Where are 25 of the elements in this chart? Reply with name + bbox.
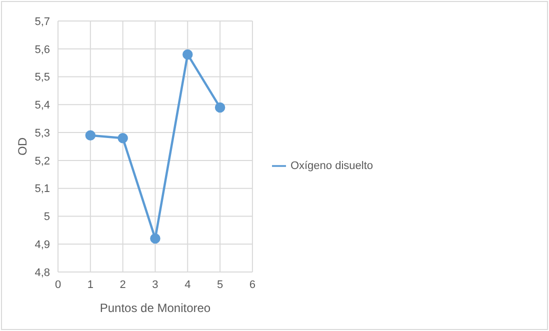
point — [214, 102, 226, 113]
point — [118, 133, 128, 144]
x-tick-label: 4 — [184, 278, 191, 291]
y-tick-label: 5,1 — [34, 183, 50, 196]
legend-label: Oxígeno disuelto — [290, 159, 373, 172]
x-tick-label: 1 — [87, 278, 94, 291]
y-tick-label: 5,3 — [34, 127, 50, 140]
y-tick-label: 5,7 — [34, 16, 50, 28]
y-tick-label: 5,6 — [34, 44, 50, 56]
point — [85, 130, 96, 140]
x-axis-title: Puntos de Monitoreo — [100, 301, 211, 315]
y-tick-label: 4,8 — [34, 266, 50, 279]
x-tick-label: 6 — [249, 278, 256, 291]
y-tick-label: 5 — [44, 211, 50, 224]
y-tick-label: 5,5 — [34, 72, 50, 84]
y-tick-label: 5,2 — [34, 155, 50, 168]
point — [150, 233, 160, 244]
x-tick-label: 0 — [54, 278, 62, 291]
y-tick-label: 4,9 — [34, 239, 50, 252]
x-tick-label: 2 — [120, 278, 126, 291]
y-tick-label: 5,4 — [34, 100, 50, 112]
y-axis-title: OD — [15, 137, 30, 156]
x-tick-label: 3 — [152, 278, 158, 291]
x-tick-label: 5 — [216, 278, 224, 291]
point — [182, 49, 193, 60]
